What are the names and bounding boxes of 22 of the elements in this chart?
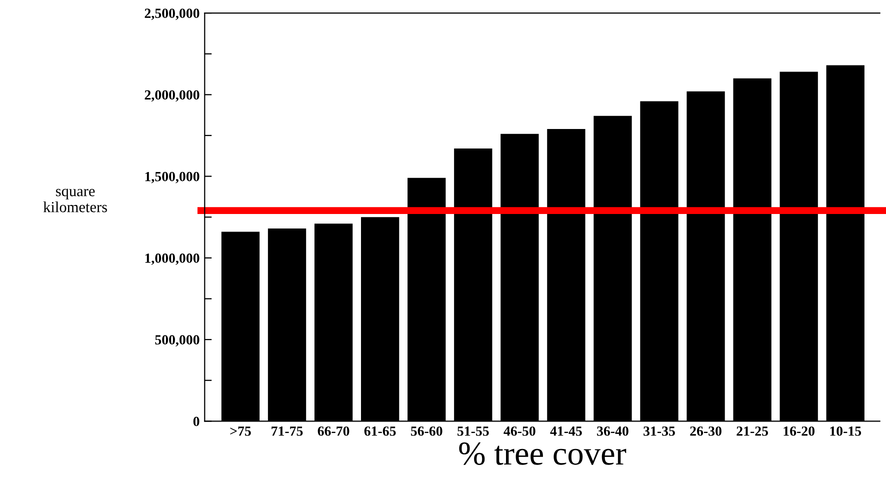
y-tick-label: 1,000,000 xyxy=(145,254,200,265)
y-tick-label: 0 xyxy=(193,416,200,426)
x-tick-label: 16-20 xyxy=(784,426,815,436)
x-tick-label: 51-55 xyxy=(457,426,489,436)
x-axis-title: % tree cover xyxy=(459,442,626,465)
x-tick-label: 10-15 xyxy=(830,426,862,436)
y-tick-label: 1,500,000 xyxy=(145,172,200,184)
x-tick-label: 46-50 xyxy=(504,426,536,436)
y-axis-title: square kilometers xyxy=(43,188,107,212)
x-tick-label: 21-25 xyxy=(736,426,768,436)
x-tick-label: 26-30 xyxy=(690,426,722,436)
x-tick-label: 31-35 xyxy=(644,426,675,436)
x-tick-label: 71-75 xyxy=(272,426,303,436)
x-tick-label: 36-40 xyxy=(597,426,628,436)
x-tick-label: 61-65 xyxy=(364,426,396,436)
x-tick-label: >75 xyxy=(230,426,251,436)
y-tick-label: 2,000,000 xyxy=(144,90,200,102)
x-tick-label: 66-70 xyxy=(318,426,350,436)
x-tick-label: 41-45 xyxy=(550,426,582,436)
x-tick-label: 56-60 xyxy=(410,426,442,436)
y-tick-label: 500,000 xyxy=(155,335,200,347)
y-tick-label: 2,500,000 xyxy=(144,8,200,20)
